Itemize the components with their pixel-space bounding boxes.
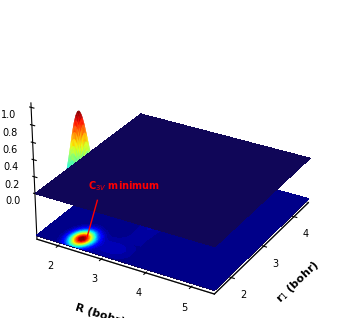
Y-axis label: r$_1$ (bohr): r$_1$ (bohr) — [274, 258, 323, 306]
X-axis label: R (bohr): R (bohr) — [75, 302, 127, 318]
